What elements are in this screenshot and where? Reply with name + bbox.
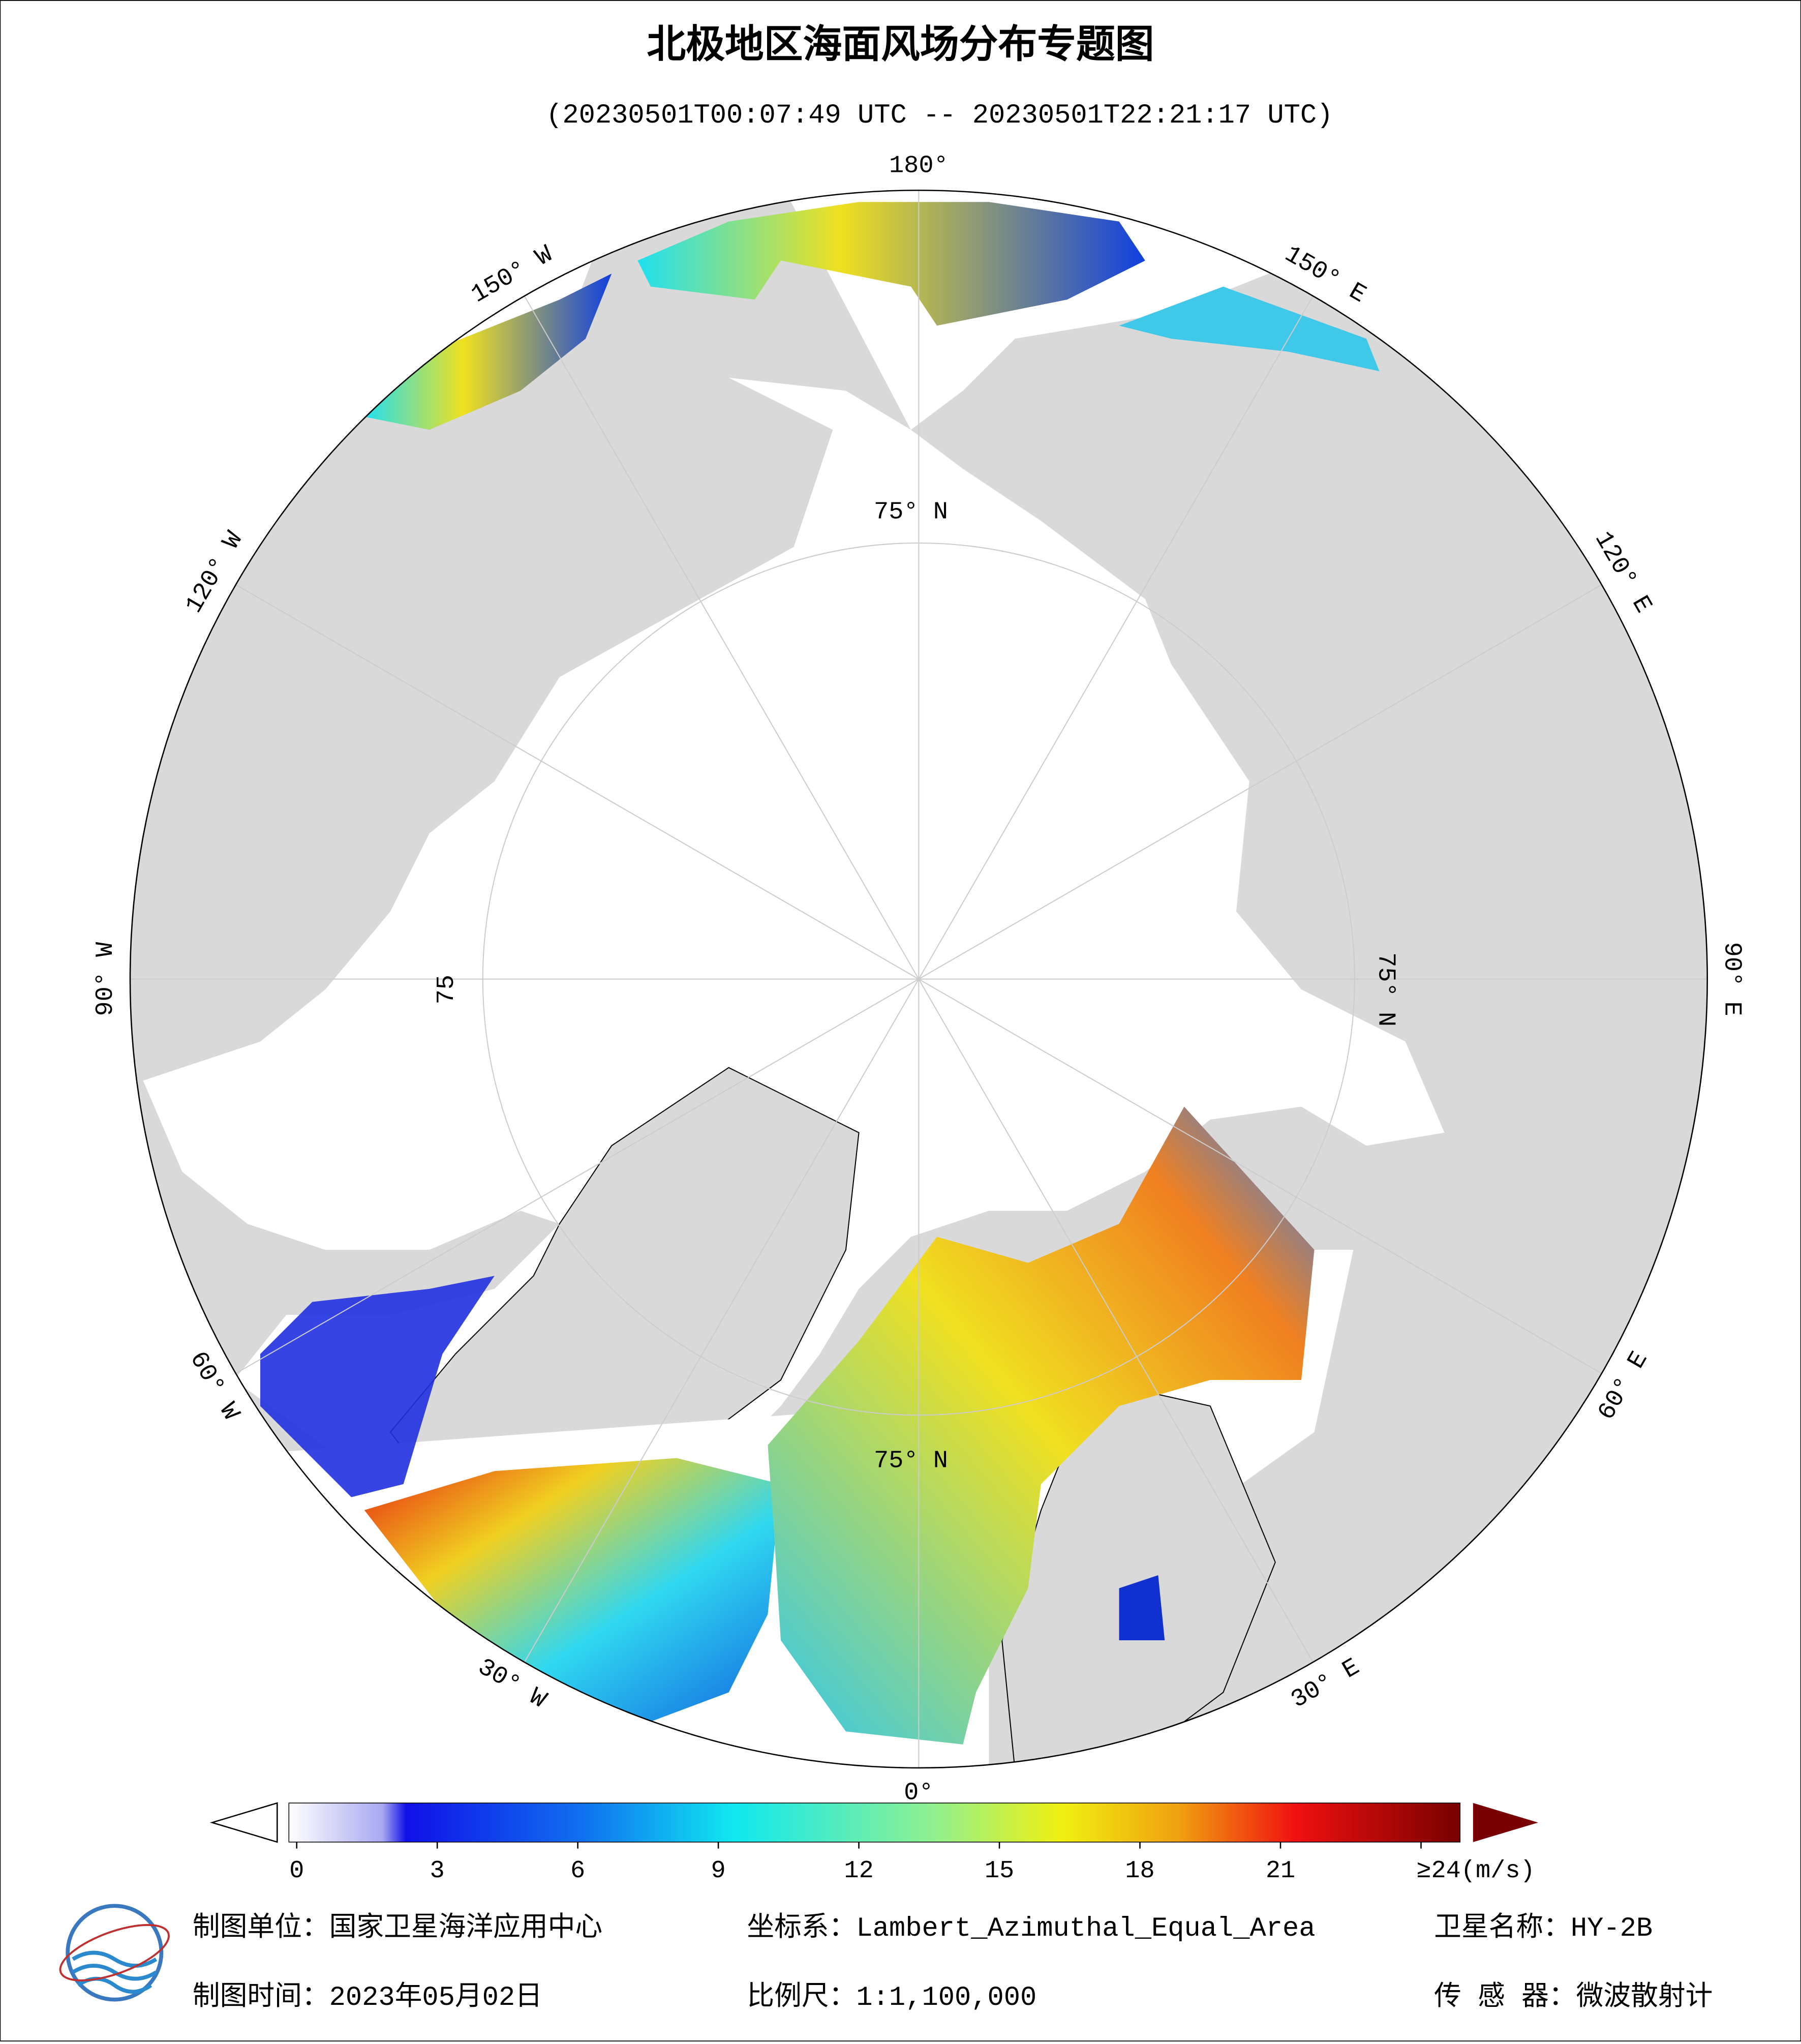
logo <box>59 1904 170 2002</box>
colorbar-tick-label: 0 <box>289 1857 304 1885</box>
meridian <box>918 978 1618 1384</box>
subtitle: (20230501T00:07:49 UTC -- 20230501T22:21… <box>546 100 1333 131</box>
colorbar-tick-label: 3 <box>430 1857 445 1885</box>
footer-satellite: 卫星名称：HY-2B <box>1434 1912 1653 1944</box>
lat-labels: 75° N 75° N 75 75° N <box>433 498 1400 1475</box>
title: 北极地区海面风场分布专题图 <box>647 22 1154 67</box>
footer-date: 制图时间：2023年05月02日 <box>193 1981 542 2013</box>
greenland <box>389 1067 860 1485</box>
lat-label: 75 <box>433 975 461 1004</box>
map-border <box>129 189 1708 1769</box>
meridian <box>918 575 1618 980</box>
colorbar-tick-label: 12 <box>844 1857 873 1885</box>
footer-unit: 制图单位：国家卫星海洋应用中心 <box>193 1912 602 1944</box>
colorbar-max-arrow <box>1473 1803 1538 1842</box>
meridian <box>918 979 1323 1678</box>
wind-alaska <box>364 274 612 430</box>
colorbar-ticks: 0 3 6 9 12 15 18 21 ≥24(m/s) <box>289 1842 1535 1885</box>
wind-davis <box>260 1276 495 1497</box>
lon-label: 180° <box>889 152 949 179</box>
wind-norwegian <box>768 1106 1315 1745</box>
lat-label: 75° N <box>874 1447 948 1475</box>
colorbar-tick-label: 6 <box>570 1857 585 1885</box>
wind-baltic <box>1119 1575 1165 1641</box>
map <box>130 190 1707 1768</box>
meridian <box>918 280 1323 980</box>
colorbar-tick-label: 15 <box>985 1857 1014 1885</box>
meridian <box>514 280 920 980</box>
colorbar-tick-label: 9 <box>711 1857 726 1885</box>
footer-crs: 坐标系：Lambert_Azimuthal_Equal_Area <box>747 1912 1315 1944</box>
meridians <box>130 190 1707 1768</box>
colorbar-tick-label: 21 <box>1266 1857 1295 1885</box>
lon-label: 90° E <box>1718 942 1746 1016</box>
meridian <box>220 978 919 1384</box>
wind-okhotsk <box>1119 286 1380 372</box>
meridian <box>514 979 920 1678</box>
meridian <box>220 575 919 980</box>
arctic-ocean <box>143 377 1445 1484</box>
wind-north-atlantic <box>364 1458 781 1732</box>
colorbar <box>288 1802 1461 1843</box>
footer-scale: 比例尺：1:1,100,000 <box>747 1981 1036 2013</box>
colorbar-min-arrow <box>209 1802 278 1843</box>
lon-label: 0° <box>904 1779 933 1807</box>
lat-label: 75° N <box>1372 952 1400 1027</box>
lon-label: 90° W <box>91 942 119 1016</box>
footer-sensor: 传 感 器：微波散射计 <box>1434 1981 1713 2013</box>
colorbar-tick-label: 18 <box>1125 1857 1154 1885</box>
colorbar-tick-label: ≥24(m/s) <box>1416 1857 1535 1885</box>
lat-label: 75° N <box>874 498 948 526</box>
wind-bering <box>637 202 1145 326</box>
